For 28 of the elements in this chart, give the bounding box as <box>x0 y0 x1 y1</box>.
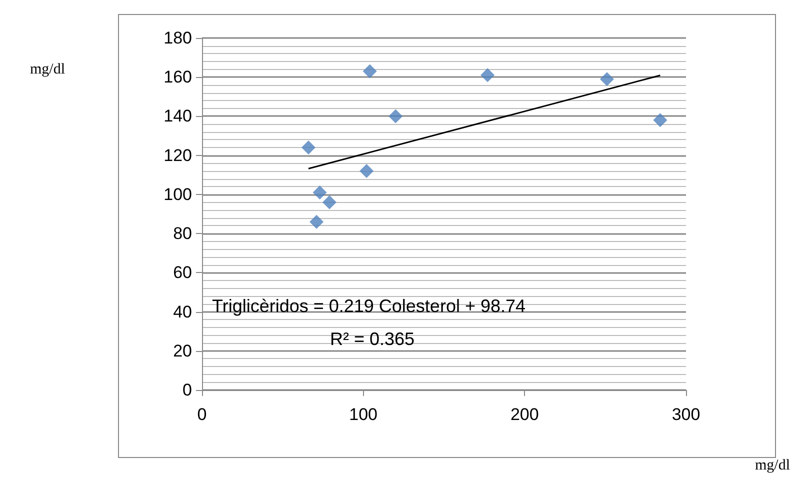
y-tick-label: 100 <box>164 184 192 204</box>
point <box>322 195 336 210</box>
point <box>312 185 327 200</box>
point <box>310 214 324 229</box>
y-tick-label: 20 <box>173 341 192 360</box>
y-tick-label: 180 <box>164 28 192 48</box>
x-tick-label: 200 <box>510 405 539 424</box>
annotation: R² = 0.365 <box>330 329 415 349</box>
y-tick-label: 60 <box>173 263 192 282</box>
annotation: Triglicèridos = 0.219 Colesterol + 98.74 <box>212 296 526 316</box>
text: mg/dl <box>755 458 790 474</box>
point <box>480 68 495 82</box>
point <box>653 113 668 128</box>
y-tick-label: 160 <box>164 68 192 87</box>
y-tick-label: 80 <box>173 224 192 244</box>
point <box>362 64 377 78</box>
x-tick-label: 100 <box>349 405 378 424</box>
point <box>600 72 614 86</box>
y-tick-label: 140 <box>164 106 192 126</box>
point <box>388 109 403 124</box>
x-tick-label: 0 <box>197 405 207 424</box>
text: mg/dl <box>30 62 66 78</box>
y-tick-label: 0 <box>182 380 192 400</box>
x-tick-label: 300 <box>672 405 700 424</box>
y-tick-label: 120 <box>164 146 192 165</box>
point <box>301 140 316 155</box>
point <box>360 164 374 178</box>
y-tick-label: 40 <box>173 302 192 322</box>
